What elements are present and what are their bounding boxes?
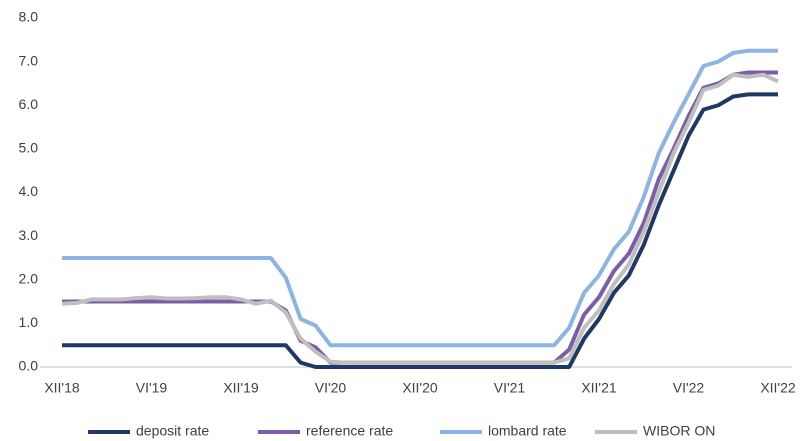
legend-label: lombard rate — [488, 423, 567, 439]
series-line — [62, 48, 778, 348]
y-tick-label: 7.0 — [19, 52, 39, 68]
x-tick-label: XII'18 — [44, 380, 80, 396]
x-tick-label: VI'21 — [494, 380, 526, 396]
x-tick-label: VI'22 — [673, 380, 705, 396]
x-tick-label: VI'19 — [136, 380, 168, 396]
legend-label: WIBOR ON — [643, 423, 715, 439]
y-tick-label: 6.0 — [19, 96, 39, 112]
y-tick-label: 4.0 — [19, 183, 39, 199]
x-tick-label: VI'20 — [315, 380, 347, 396]
legend-label: reference rate — [306, 423, 393, 439]
series-line — [61, 72, 779, 365]
y-tick-label: 3.0 — [19, 227, 39, 243]
x-tick-label: XII'22 — [760, 380, 796, 396]
y-tick-label: 2.0 — [19, 270, 39, 286]
series-line — [62, 70, 778, 365]
x-tick-label: XII'19 — [223, 380, 259, 396]
x-tick-label: XII'20 — [402, 380, 438, 396]
y-tick-label: 5.0 — [19, 140, 39, 156]
y-tick-label: 8.0 — [19, 9, 39, 25]
y-tick-label: 0.0 — [19, 358, 39, 374]
legend-label: deposit rate — [136, 423, 209, 439]
series-line — [62, 92, 778, 369]
x-tick-label: XII'21 — [581, 380, 617, 396]
y-tick-label: 1.0 — [19, 314, 39, 330]
